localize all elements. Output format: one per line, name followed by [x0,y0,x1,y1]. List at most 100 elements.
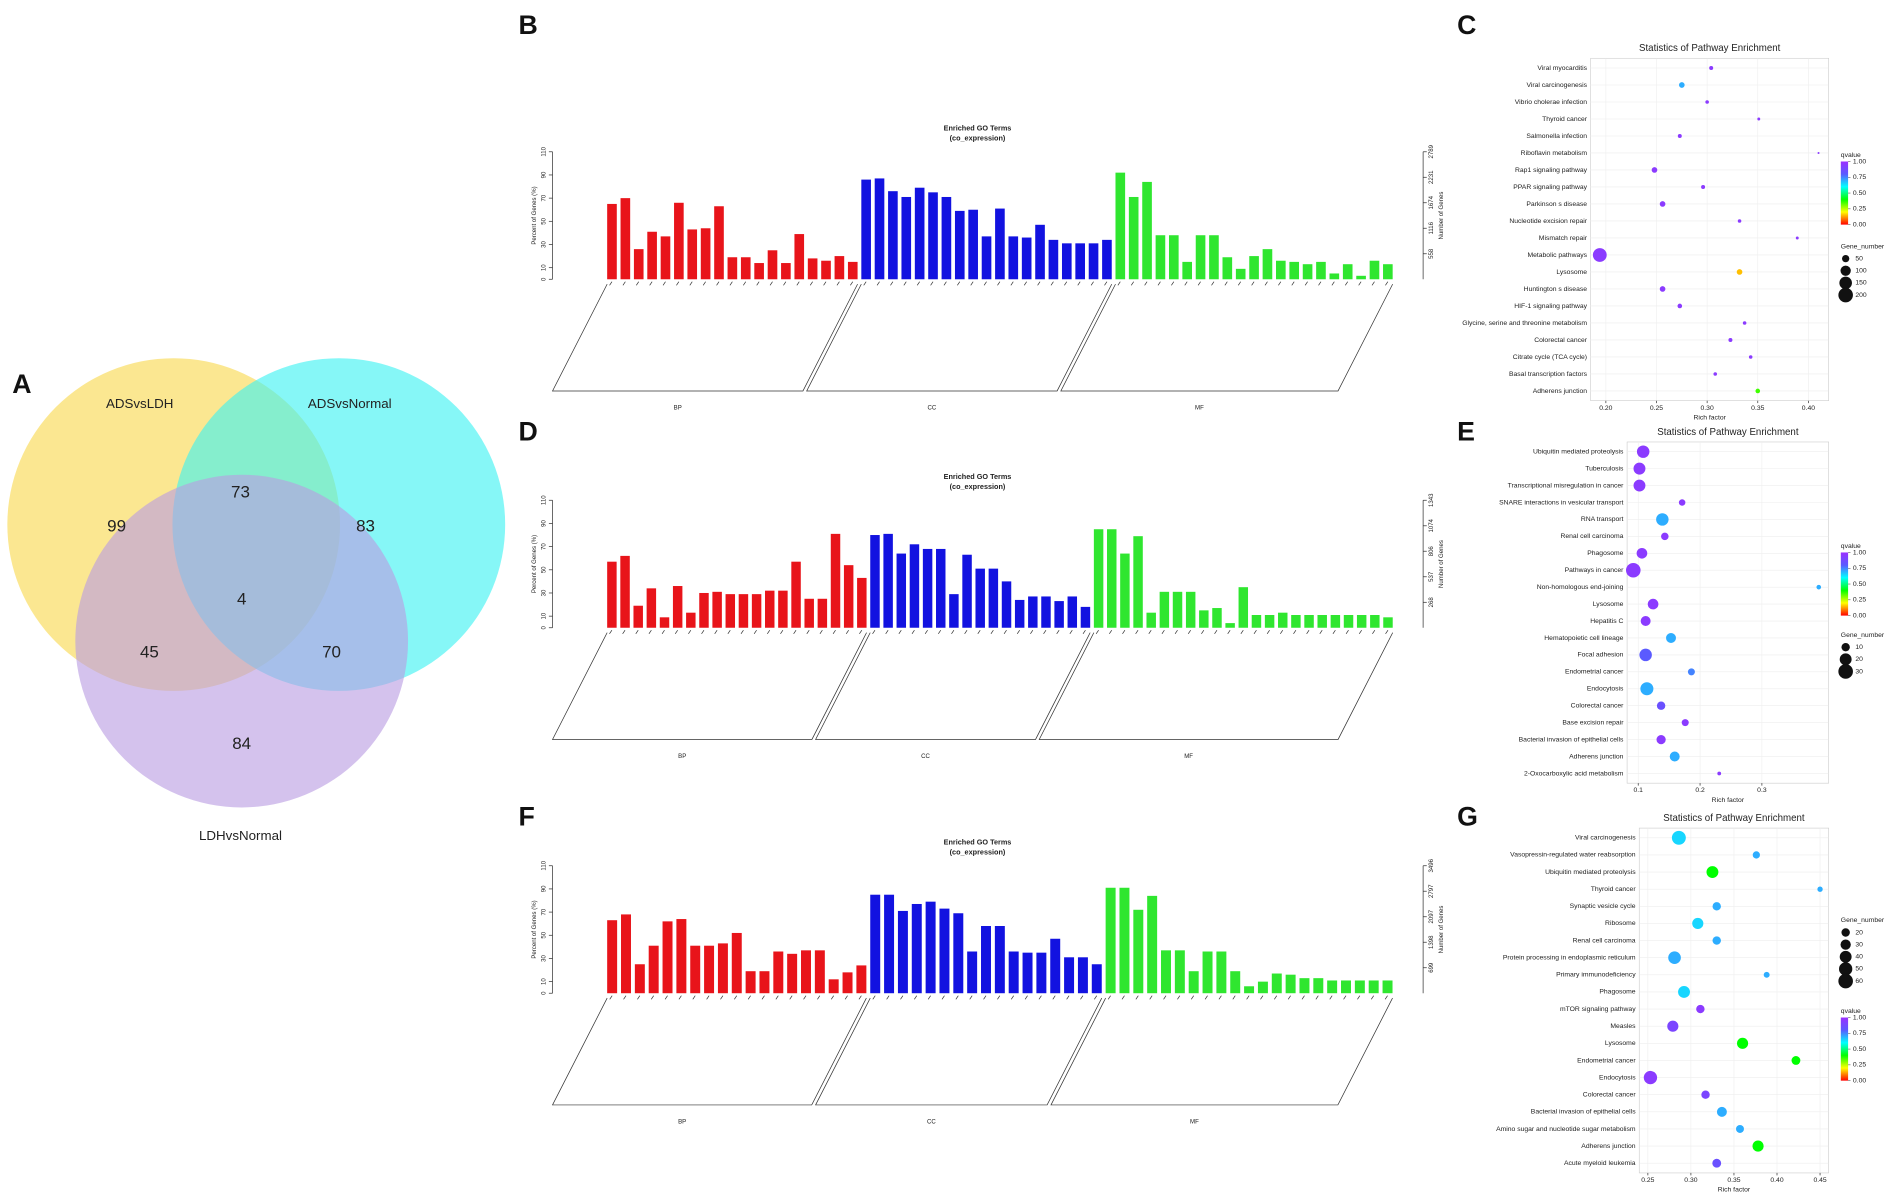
y-tick-label: 0 [542,625,548,629]
y-tick-label: Bacterial invasion of epithelial cells [1519,736,1624,743]
bar [870,535,880,628]
bar [1067,596,1078,628]
y2-tick-label: 3496 [1429,858,1435,872]
bar [660,236,671,280]
y2-axis-label: Number of Genes [1439,540,1445,588]
dot [1651,167,1658,173]
x-tick [1264,281,1268,286]
bar [804,598,814,628]
bar [1370,614,1380,628]
y-tick-label: 0 [542,991,548,995]
x-tick [1371,281,1375,286]
x-tick [753,629,757,635]
y-tick-label: Base excision repair [1562,719,1624,726]
color-legend-title: qvalue [1841,1008,1861,1015]
y-tick-label: Ubiquitin mediated proteolysis [1533,448,1624,455]
x-tick [1094,995,1098,1000]
x-tick-label: 0.20 [1599,405,1612,412]
bar [1172,591,1183,628]
x-tick [674,629,678,635]
x-tick [622,629,626,635]
dot [1795,236,1799,240]
x-tick [803,995,807,1000]
y-tick-label: Viral carcinogenesis [1526,82,1587,89]
bar [901,196,912,280]
bar [1291,614,1301,628]
x-tick [977,629,981,635]
bar [896,553,907,628]
y2-tick-label: 2789 [1429,144,1435,158]
y-tick-label: Adherens junction [1533,388,1588,395]
y-tick-label: 70 [542,908,548,915]
y-tick-label: Primary immunodeficiency [1556,972,1636,979]
dot [1636,445,1650,458]
y-tick-label: Ubiquitin mediated proteolysis [1545,869,1636,876]
x-tick-label: 0.2 [1695,787,1705,794]
chart-title: Enriched GO Terms [944,838,1012,847]
x-tick [872,629,876,635]
x-tick [1010,281,1014,286]
bar [778,590,788,628]
x-tick-label: 0.40 [1770,1177,1783,1184]
group-bracket [551,997,867,1106]
x-tick-label: 0.25 [1641,1177,1654,1184]
bar [1041,596,1051,628]
x-tick [943,281,947,286]
dot [1677,303,1683,309]
y-tick-label: Transcriptional misregulation in cancer [1508,482,1625,489]
bar [1316,261,1326,280]
dot [1666,632,1676,643]
x-tick [1107,995,1111,1000]
bar [1107,529,1117,628]
bar [1329,273,1340,280]
bar [914,187,925,280]
dot [1713,372,1718,376]
x-tick [1293,629,1297,635]
x-tick [1372,629,1376,635]
bar [1142,181,1152,280]
x-axis-label: Rich factor [1693,414,1726,421]
y-tick-label: Riboflavin metabolism [1521,150,1588,157]
bar [773,951,784,994]
group-label: CC [927,1120,936,1126]
color-legend-title: qvalue [1841,543,1861,550]
bar [745,971,756,994]
bar [1244,986,1255,994]
x-tick [1121,995,1125,1000]
x-tick [1148,629,1152,635]
y-tick-label: 10 [542,264,548,271]
y-tick-label: Hematopoietic cell lineage [1544,635,1623,642]
venn-count: 99 [107,516,126,535]
bar [620,198,631,280]
x-tick [924,629,928,635]
bar [1238,587,1249,628]
x-tick [990,629,994,635]
x-tick [997,281,1001,286]
dot [1692,917,1704,930]
bar [975,568,985,628]
bar [1008,236,1019,280]
x-tick-label: 0.40 [1802,405,1815,412]
x-tick [761,995,765,1000]
panel-letter: E [1457,417,1475,447]
group-label: BP [678,1120,686,1126]
x-tick [1237,281,1241,286]
bar [1262,249,1273,280]
bar [843,565,854,628]
dot [1633,462,1646,475]
y-tick-label: Adherens junction [1581,1143,1636,1150]
panel-letter: G [1457,801,1478,831]
size-legend-label: 10 [1855,644,1863,651]
y2-axis-label: Number of Genes [1439,192,1445,240]
x-tick [622,281,626,286]
y-tick-label: Colorectal cancer [1583,1092,1637,1099]
x-axis-label: Rich factor [1718,1187,1751,1194]
bar [828,979,839,994]
bar [857,577,867,628]
dot [1816,584,1822,590]
x-tick [1149,995,1153,1000]
x-tick [969,995,973,1000]
x-tick [817,995,821,1000]
x-tick [789,995,793,1000]
y-tick-label: Viral myocarditis [1537,65,1587,72]
